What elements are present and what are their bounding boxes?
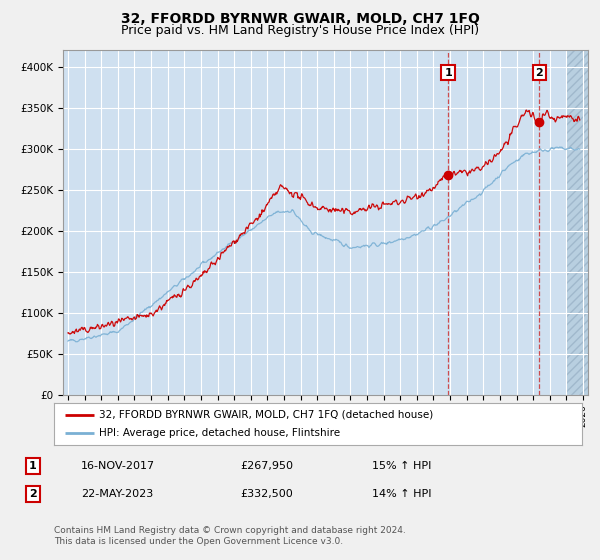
Text: Price paid vs. HM Land Registry's House Price Index (HPI): Price paid vs. HM Land Registry's House …	[121, 24, 479, 37]
Text: 16-NOV-2017: 16-NOV-2017	[81, 461, 155, 471]
Text: 32, FFORDD BYRNWR GWAIR, MOLD, CH7 1FQ: 32, FFORDD BYRNWR GWAIR, MOLD, CH7 1FQ	[121, 12, 479, 26]
Bar	[566, 26, 599, 395]
Text: £267,950: £267,950	[240, 461, 293, 471]
Text: 1: 1	[29, 461, 37, 471]
Text: 14% ↑ HPI: 14% ↑ HPI	[372, 489, 431, 499]
Text: 15% ↑ HPI: 15% ↑ HPI	[372, 461, 431, 471]
Text: 22-MAY-2023: 22-MAY-2023	[81, 489, 153, 499]
Text: Contains HM Land Registry data © Crown copyright and database right 2024.
This d: Contains HM Land Registry data © Crown c…	[54, 526, 406, 546]
Text: 2: 2	[536, 68, 544, 77]
Text: HPI: Average price, detached house, Flintshire: HPI: Average price, detached house, Flin…	[99, 428, 340, 438]
Text: 1: 1	[444, 68, 452, 77]
Text: 2: 2	[29, 489, 37, 499]
Text: 32, FFORDD BYRNWR GWAIR, MOLD, CH7 1FQ (detached house): 32, FFORDD BYRNWR GWAIR, MOLD, CH7 1FQ (…	[99, 410, 433, 420]
Text: £332,500: £332,500	[240, 489, 293, 499]
